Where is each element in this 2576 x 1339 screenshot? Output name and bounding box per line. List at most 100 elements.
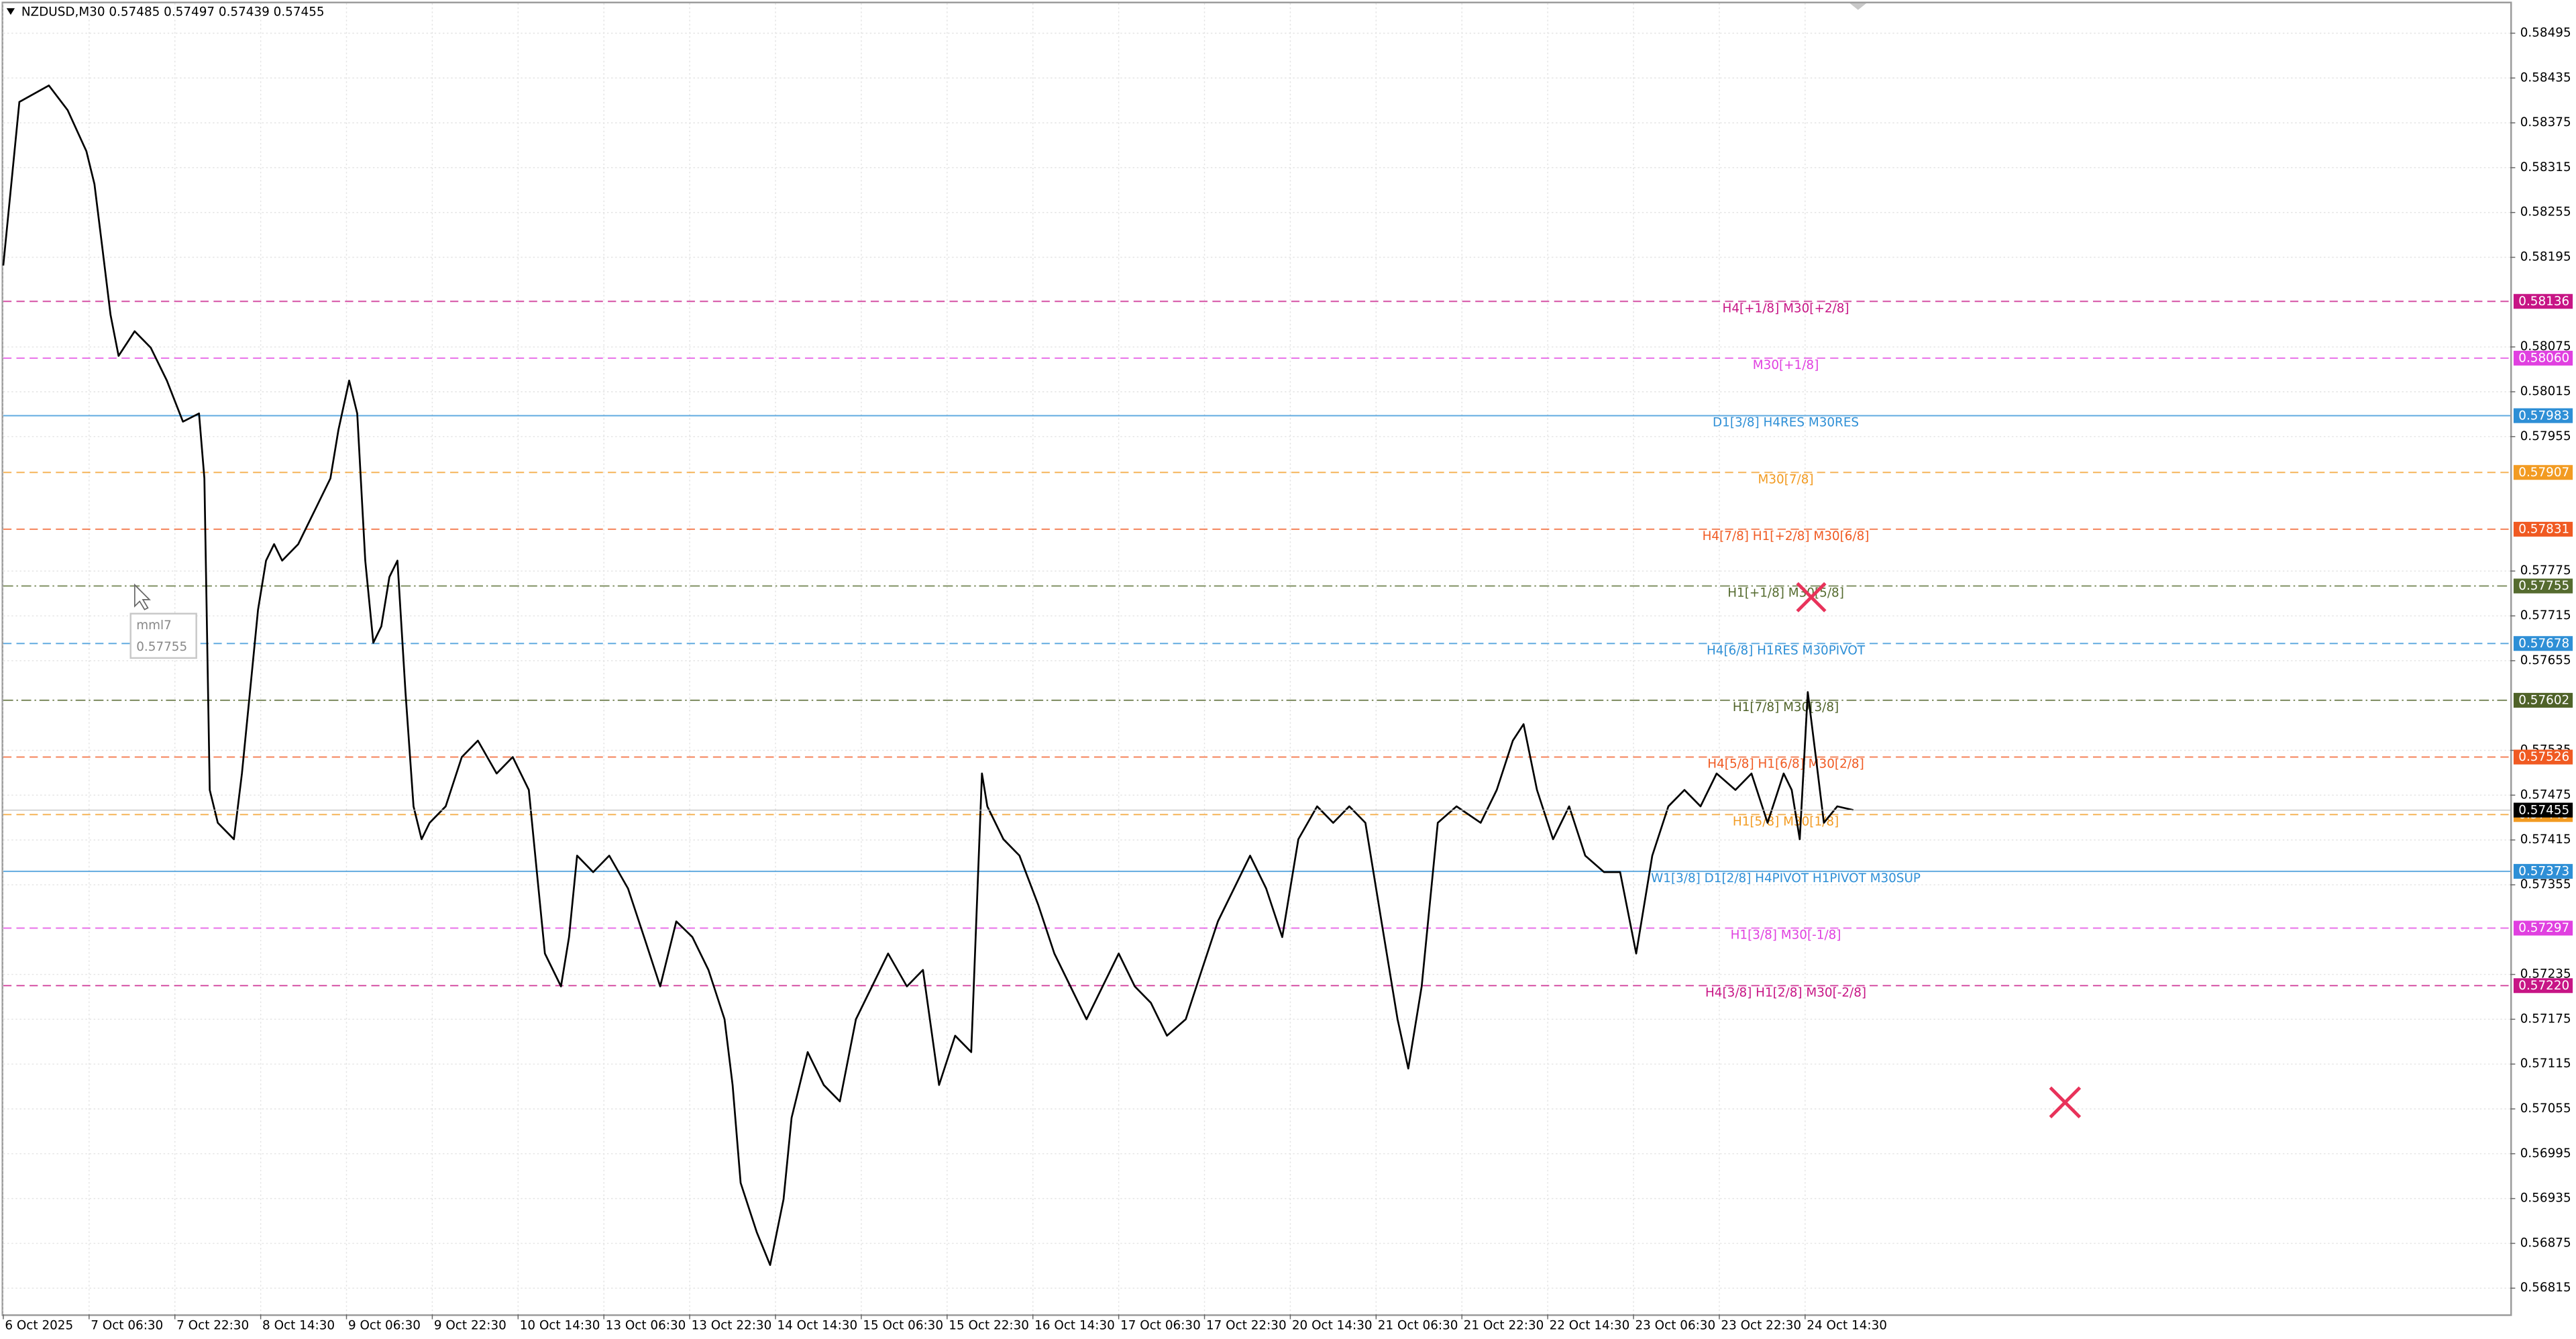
x-tick-label: 22 Oct 14:30 [1550,1318,1630,1332]
chart-title: NZDUSD,M30 0.57485 0.57497 0.57439 0.574… [21,5,325,19]
y-tick-label: 0.57655 [2520,653,2571,667]
y-tick-label: 0.58255 [2520,205,2571,219]
y-tick-label: 0.58075 [2520,339,2571,354]
mouse-cursor [133,583,151,610]
tooltip-box [129,612,197,659]
x-tick-label: 15 Oct 22:30 [949,1318,1029,1332]
y-tick-label: 0.58315 [2520,160,2571,174]
level-tag-label: 0.57983 [2518,409,2569,423]
y-tick-label: 0.56935 [2520,1191,2571,1206]
x-tick-label: 23 Oct 06:30 [1635,1318,1715,1332]
level-tag [2513,749,2573,765]
level-tag-label: 0.57678 [2518,637,2569,651]
level-tag [2513,521,2573,537]
x-tick-label: 24 Oct 14:30 [1807,1318,1887,1332]
x-tick-label: 16 Oct 14:30 [1034,1318,1115,1332]
level-label: H4[+1/8] M30[+2/8] [1723,301,1849,315]
level-tag-label: 0.58136 [2518,294,2569,309]
level-tag [2513,692,2573,708]
y-tick-label: 0.56815 [2520,1281,2571,1295]
level-tag [2513,465,2573,480]
level-label: M30[+1/8] [1753,358,1819,372]
x-tick-label: 9 Oct 06:30 [348,1318,421,1332]
level-label: H4[5/8] H1[6/8] M30[2/8] [1707,757,1864,771]
level-label: M30[7/8] [1758,472,1814,486]
price-layer [2,85,2511,1267]
x-tick-label: 17 Oct 06:30 [1120,1318,1201,1332]
level-tag-label: 0.57297 [2518,921,2569,935]
y-tick-label: 0.57175 [2520,1012,2571,1026]
level-label: H4[6/8] H1RES M30PIVOT [1707,643,1866,657]
y-tick-label: 0.58375 [2520,115,2571,129]
level-label: H4[3/8] H1[2/8] M30[-2/8] [1705,985,1866,1000]
y-tick-label: 0.58195 [2520,250,2571,264]
axes: 0.58495 0.58435 0.58375 0.58315 0.58255 0.581… [3,25,2573,1332]
grid [3,3,2511,1315]
level-label: W1[3/8] D1[2/8] H4PIVOT H1PIVOT M30SUP [1651,871,1921,886]
level-tag [2513,408,2573,423]
level-tag-label: 0.57907 [2518,466,2569,480]
y-tick-label: 0.58495 [2520,25,2571,40]
level-tag-label: 0.57373 [2518,865,2569,879]
level-tag [2513,294,2573,309]
level-tag [2513,578,2573,594]
y-tick-label: 0.57475 [2520,788,2571,802]
tooltip-value: 0.57755 [136,640,187,654]
x-tick-label: 20 Oct 14:30 [1292,1318,1373,1332]
level-label: H4[7/8] H1[+2/8] M30[6/8] [1703,529,1870,543]
x-tick-label: 13 Oct 06:30 [606,1318,686,1332]
level-label: H1[+1/8] M30[5/8] [1727,586,1844,600]
y-tick-label: 0.57955 [2520,429,2571,443]
y-tick-label: 0.57055 [2520,1102,2571,1116]
level-tag-label: 0.57755 [2518,579,2569,593]
cross-stroke [1796,582,1827,612]
x-tick-label: 9 Oct 22:30 [434,1318,506,1332]
tooltip: mml7 0.57755 [129,612,197,659]
price-line [2,85,1854,1267]
last-price-label: 0.57455 [2518,803,2569,817]
y-tick-label: 0.56995 [2520,1146,2571,1161]
y-tick-label: 0.58015 [2520,384,2571,398]
level-tag [2513,350,2573,366]
last-price-tag [2513,802,2573,818]
levels: H4[+1/8] M30[+2/8] M30[+1/8] D1[3/8] H4RES… [3,301,2511,1000]
x-tick-label: 17 Oct 22:30 [1206,1318,1287,1332]
level-tag-label: 0.58060 [2518,352,2569,366]
x-tick-label: 21 Oct 06:30 [1378,1318,1458,1332]
y-tick-label: 0.57235 [2520,967,2571,981]
x-tick-label: 23 Oct 22:30 [1721,1318,1801,1332]
level-tag-label: 0.57602 [2518,694,2569,708]
tooltip-name: mml7 [136,619,172,633]
y-tick-label: 0.57415 [2520,833,2571,847]
level-tag [2513,920,2573,936]
level-label: H1[7/8] M30[3/8] [1733,700,1839,714]
scroll-marker [1849,3,1867,10]
level-label: D1[3/8] H4RES M30RES [1713,416,1859,430]
level-tag-label: 0.57526 [2518,750,2569,764]
y-tick-label: 0.57115 [2520,1057,2571,1071]
level-tag [2513,863,2573,879]
menu-arrow[interactable] [6,8,15,15]
cross-stroke [2049,1086,2082,1119]
x-tick-label: 6 Oct 2025 [5,1318,73,1332]
x-tick-label: 10 Oct 14:30 [520,1318,600,1332]
level-tag-label: 0.57831 [2518,523,2569,537]
y-tick-label: 0.58435 [2520,70,2571,85]
level-tag [2513,636,2573,651]
y-tick-label: 0.57715 [2520,608,2571,623]
x-tick-label: 8 Oct 14:30 [262,1318,335,1332]
x-tick-label: 7 Oct 06:30 [91,1318,163,1332]
level-label: H1[3/8] M30[-1/8] [1731,928,1841,943]
plot-frame [1,1,2512,1316]
level-label: H1[5/8] M30[1/8] [1733,814,1839,828]
x-tick-label: 14 Oct 14:30 [777,1318,857,1332]
x-tick-label: 15 Oct 06:30 [863,1318,943,1332]
x-tick-label: 13 Oct 22:30 [692,1318,772,1332]
y-tick-label: 0.57355 [2520,877,2571,892]
x-tick-label: 7 Oct 22:30 [176,1318,249,1332]
level-tag [2513,978,2573,994]
cross-marker [1796,582,2082,1119]
